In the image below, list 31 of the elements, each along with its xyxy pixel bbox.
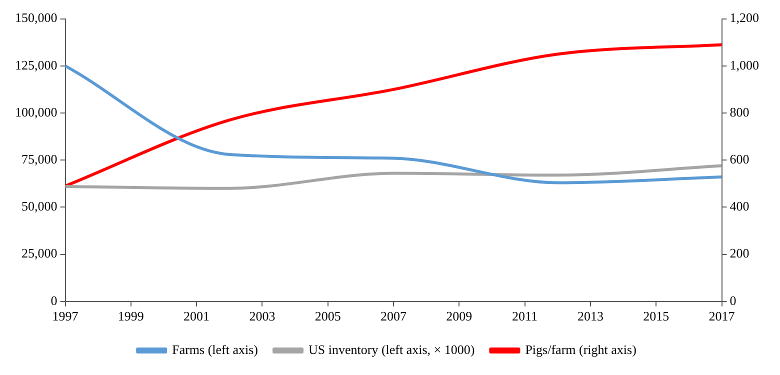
y-tick-label: 100,000 bbox=[15, 104, 58, 120]
y2-tick-label: 800 bbox=[730, 104, 750, 120]
legend-label: US inventory (left axis, × 1000) bbox=[308, 342, 475, 357]
x-tick-label: 1997 bbox=[52, 308, 79, 324]
line-series bbox=[65, 64, 722, 184]
x-tick-label: 1999 bbox=[118, 308, 144, 324]
legend-label: Farms (left axis) bbox=[172, 342, 258, 357]
y2-tick-label: 1,200 bbox=[730, 10, 759, 26]
x-tick-label: 2017 bbox=[708, 308, 736, 324]
y-tick-label: 75,000 bbox=[22, 152, 58, 167]
x-tick-label: 2011 bbox=[512, 308, 538, 324]
x-tick-label: 2001 bbox=[184, 308, 210, 324]
y-tick-label: 25,000 bbox=[22, 246, 58, 261]
y-tick-label: 125,000 bbox=[15, 57, 58, 72]
y-tick-label: 50,000 bbox=[22, 198, 58, 214]
y2-tick-label: 400 bbox=[730, 198, 750, 214]
x-tick-label: 2015 bbox=[643, 308, 670, 324]
y2-tick-label: 200 bbox=[730, 246, 750, 261]
line-series bbox=[65, 164, 722, 190]
y-tick-label: 0 bbox=[50, 292, 58, 308]
line-series bbox=[65, 43, 722, 188]
x-tick-label: 2007 bbox=[380, 308, 407, 324]
y2-tick-label: 600 bbox=[730, 152, 750, 167]
y2-tick-label: 1,000 bbox=[730, 57, 759, 72]
x-tick-label: 2013 bbox=[577, 308, 604, 324]
y2-tick-label: 0 bbox=[730, 292, 736, 308]
x-tick-label: 2005 bbox=[314, 308, 341, 324]
y-tick-label: 150,000 bbox=[15, 10, 58, 26]
x-tick-label: 2003 bbox=[249, 308, 276, 324]
legend-label: Pigs/farm (right axis) bbox=[525, 342, 636, 357]
x-tick-label: 2009 bbox=[446, 308, 472, 324]
